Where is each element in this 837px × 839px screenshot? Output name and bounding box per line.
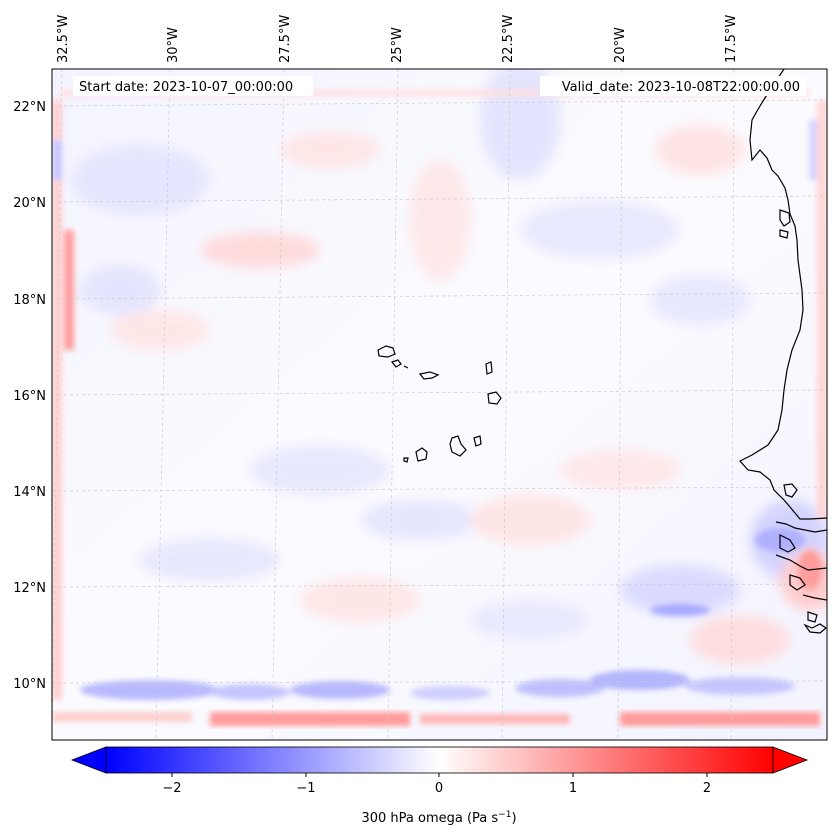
lat-tick: 18°N (13, 293, 46, 308)
colorbar-tick: 2 (703, 781, 711, 796)
colorbar-title: 300 hPa omega (Pa s−1) (361, 810, 516, 826)
valid-date-label: Valid_date: 2023-10-08T22:00:00.00 (562, 80, 800, 95)
lon-tick: 20°W (613, 27, 628, 63)
start-date-label: Start date: 2023-10-07_00:00:00 (79, 80, 293, 95)
colorbar: −2 −1 0 1 2 300 hPa omega (Pa s−1) (70, 746, 809, 826)
colorbar-tick: 1 (569, 781, 577, 796)
start-date-box (73, 76, 313, 96)
valid-date-box (540, 76, 806, 96)
lon-tick: 25°W (390, 27, 405, 63)
colorbar-tick: −1 (296, 781, 315, 796)
longitude-labels: 32.5°W 30°W 27.5°W 25°W 22.5°W 20°W 17.5… (56, 15, 739, 63)
colorbar-gradient (105, 746, 774, 774)
lat-tick: 20°N (13, 196, 46, 211)
lat-tick: 16°N (13, 389, 46, 404)
lon-tick: 32.5°W (56, 15, 71, 63)
lat-tick: 12°N (13, 581, 46, 596)
latitude-labels: 22°N 20°N 18°N 16°N 14°N 12°N 10°N (13, 100, 46, 692)
colorbar-tick: −2 (162, 781, 181, 796)
omega-field (52, 69, 827, 726)
lat-tick: 10°N (13, 677, 46, 692)
colorbar-tick: 0 (435, 781, 443, 796)
map-panel: Start date: 2023-10-07_00:00:00 Valid_da… (51, 68, 828, 741)
cape-verde-islands (377, 345, 502, 463)
lon-tick: 27.5°W (278, 15, 293, 63)
colorbar-extend-low (70, 746, 107, 774)
colorbar-extend-high (772, 746, 809, 774)
graticule (52, 69, 827, 740)
lat-tick: 14°N (13, 485, 46, 500)
lon-tick: 30°W (166, 27, 181, 63)
lon-tick: 17.5°W (724, 15, 739, 63)
coastline (739, 69, 827, 634)
lat-tick: 22°N (13, 100, 46, 115)
lon-tick: 22.5°W (501, 15, 516, 63)
